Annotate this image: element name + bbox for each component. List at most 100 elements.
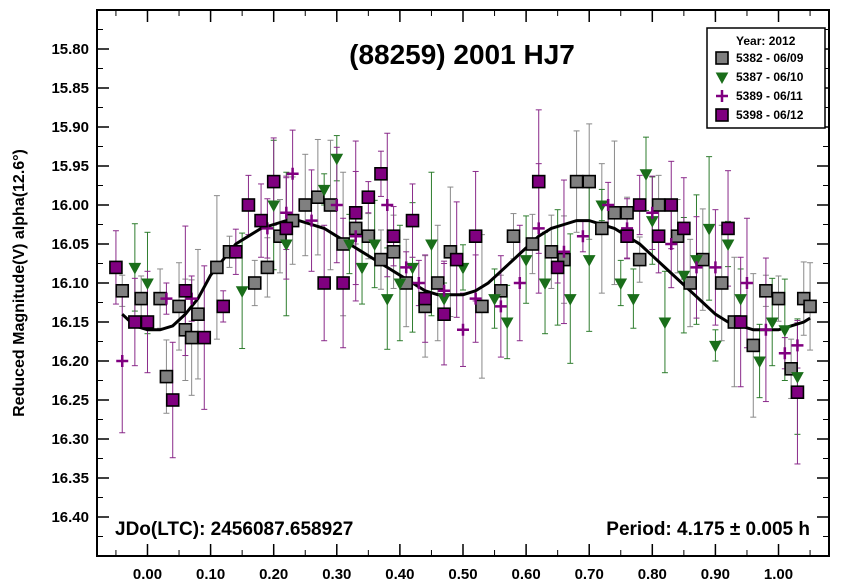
data-point bbox=[172, 299, 186, 314]
x-tick-label: 0.70 bbox=[575, 566, 604, 583]
data-point bbox=[311, 190, 325, 204]
data-point bbox=[803, 299, 817, 314]
data-point bbox=[665, 238, 678, 250]
data-point bbox=[349, 230, 362, 243]
legend-entry: 5382 - 06/09 bbox=[736, 51, 804, 65]
x-tick-label: 0.00 bbox=[133, 566, 162, 583]
y-tick-label: 16.35 bbox=[51, 470, 89, 487]
data-point bbox=[134, 291, 148, 306]
data-point bbox=[519, 255, 533, 267]
data-point bbox=[733, 315, 748, 329]
data-point bbox=[709, 261, 722, 274]
data-point bbox=[525, 237, 540, 251]
data-point bbox=[607, 206, 622, 220]
data-point bbox=[602, 199, 615, 211]
data-point bbox=[386, 229, 401, 243]
data-point bbox=[714, 276, 729, 290]
y-tick-label: 16.05 bbox=[51, 236, 89, 253]
data-point bbox=[330, 199, 343, 211]
data-point bbox=[557, 245, 570, 258]
data-point bbox=[305, 214, 318, 227]
y-tick-label: 16.00 bbox=[51, 197, 89, 214]
data-point bbox=[759, 323, 772, 336]
data-point bbox=[721, 221, 735, 236]
data-point bbox=[632, 198, 647, 212]
data-point bbox=[260, 260, 275, 275]
data-point bbox=[280, 206, 293, 219]
data-point bbox=[651, 229, 666, 243]
x-tick-labels: 0.00 0.10 0.20 0.30 0.40 0.50 0.60 0.70 0.80 0.90… bbox=[133, 566, 793, 583]
data-point bbox=[400, 261, 413, 274]
data-point bbox=[677, 221, 691, 236]
data-point bbox=[159, 369, 174, 384]
data-point bbox=[247, 276, 262, 290]
data-point bbox=[658, 317, 672, 330]
data-point bbox=[791, 372, 804, 384]
data-point bbox=[544, 245, 559, 259]
data-point bbox=[702, 223, 716, 236]
data-point bbox=[141, 278, 154, 291]
data-point bbox=[771, 291, 786, 306]
y-tick-label: 16.10 bbox=[51, 275, 89, 292]
x-tick-label: 0.30 bbox=[322, 566, 351, 583]
legend-marker bbox=[715, 72, 729, 85]
y-tick-label: 15.80 bbox=[51, 41, 89, 58]
data-point bbox=[538, 278, 552, 291]
axis-ticks bbox=[97, 10, 829, 556]
data-point bbox=[449, 252, 464, 267]
legend-title: Year: 2012 bbox=[736, 34, 796, 48]
legend-entry: 5389 - 06/11 bbox=[736, 89, 803, 103]
x-tick-label: 0.20 bbox=[259, 566, 288, 583]
fit-curve bbox=[121, 219, 811, 332]
data-point bbox=[393, 278, 407, 291]
data-point bbox=[620, 206, 634, 220]
data-point bbox=[791, 339, 804, 352]
data-point bbox=[109, 260, 123, 275]
jdo-annotation: JDo(LTC): 2456087.658927 bbox=[115, 519, 353, 540]
x-tick-label: 0.60 bbox=[512, 566, 541, 583]
data-point bbox=[216, 299, 231, 314]
data-point bbox=[494, 300, 507, 313]
data-point bbox=[336, 276, 350, 290]
data-point bbox=[646, 206, 659, 219]
data-point bbox=[500, 317, 514, 330]
data-markers bbox=[109, 153, 817, 407]
data-point bbox=[330, 153, 344, 166]
data-point bbox=[116, 355, 129, 367]
data-point bbox=[380, 294, 394, 306]
y-tick-label: 15.85 bbox=[51, 80, 89, 97]
data-point bbox=[178, 283, 193, 298]
data-point bbox=[386, 245, 401, 259]
data-point bbox=[437, 307, 451, 322]
data-point bbox=[412, 277, 425, 289]
data-point bbox=[405, 213, 420, 228]
data-point bbox=[765, 317, 779, 330]
data-point bbox=[355, 262, 369, 275]
data-point bbox=[210, 260, 224, 275]
data-point bbox=[279, 239, 293, 252]
data-point bbox=[576, 230, 589, 243]
data-point bbox=[620, 229, 634, 243]
legend-marker bbox=[716, 90, 728, 102]
data-point bbox=[317, 276, 331, 290]
x-tick-label: 0.40 bbox=[385, 566, 414, 583]
data-point bbox=[266, 174, 281, 189]
data-point bbox=[128, 315, 142, 329]
data-point bbox=[734, 294, 748, 306]
data-point bbox=[677, 270, 691, 283]
data-point bbox=[709, 340, 722, 353]
period-annotation: Period: 4.175 ± 0.005 h bbox=[606, 519, 810, 540]
x-tick-label: 0.10 bbox=[196, 566, 225, 583]
legend-marker bbox=[715, 108, 729, 122]
data-point bbox=[160, 292, 173, 305]
data-point bbox=[430, 276, 445, 290]
data-point bbox=[683, 276, 697, 290]
data-point bbox=[651, 198, 666, 212]
y-tick-label: 16.30 bbox=[51, 431, 89, 448]
data-point bbox=[361, 190, 376, 204]
data-point bbox=[690, 255, 703, 267]
data-point bbox=[614, 278, 628, 291]
data-point bbox=[746, 338, 761, 353]
data-point bbox=[361, 229, 376, 243]
